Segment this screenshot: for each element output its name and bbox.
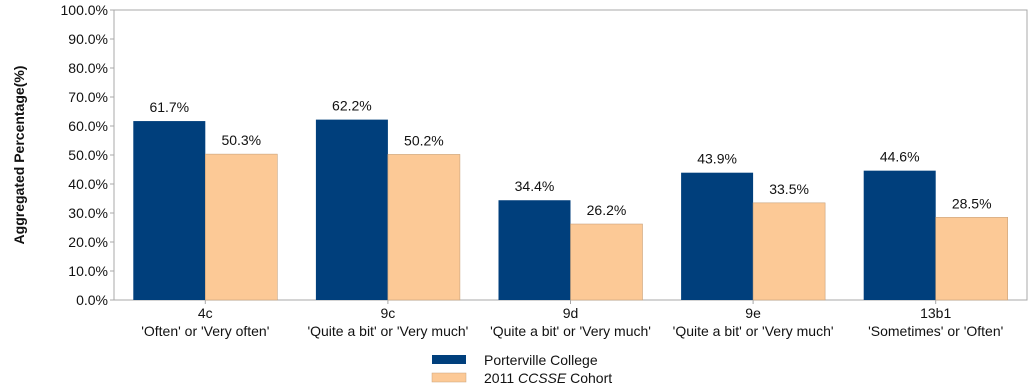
x-category-description: 'Quite a bit' or 'Very much' bbox=[490, 323, 651, 339]
y-tick-label: 70.0% bbox=[68, 89, 108, 105]
y-tick-label: 10.0% bbox=[68, 263, 108, 279]
y-tick-label: 30.0% bbox=[68, 205, 108, 221]
x-category-description: 'Often' or 'Very often' bbox=[141, 323, 269, 339]
bar-cohort bbox=[570, 223, 643, 301]
bar-porterville bbox=[681, 172, 754, 300]
legend-label-cohort-italic: CCSSE bbox=[518, 370, 567, 386]
y-axis-title: Aggregated Percentage(%) bbox=[11, 66, 27, 245]
data-label: 50.2% bbox=[404, 132, 444, 148]
y-tick-label: 40.0% bbox=[68, 176, 108, 192]
bar-cohort bbox=[752, 202, 826, 301]
legend: Porterville College 2011 CCSSE Cohort bbox=[431, 352, 612, 386]
y-tick-label: 90.0% bbox=[68, 31, 108, 47]
data-label: 61.7% bbox=[149, 99, 189, 115]
x-category-code: 9e bbox=[745, 305, 761, 321]
y-tick-label: 20.0% bbox=[68, 234, 108, 250]
legend-label-cohort-suffix: Cohort bbox=[566, 370, 612, 386]
y-tick-label: 100.0% bbox=[61, 2, 108, 18]
x-axis-categories: 4c 'Often' or 'Very often' 9c 'Quite a bit'… bbox=[141, 300, 1003, 339]
legend-label-cohort: 2011 CCSSE Cohort bbox=[484, 370, 612, 386]
y-tick-label: 60.0% bbox=[68, 118, 108, 134]
data-label: 26.2% bbox=[587, 202, 627, 218]
x-category-description: 'Sometimes' or 'Often' bbox=[868, 323, 1003, 339]
y-tick-label: 50.0% bbox=[68, 147, 108, 163]
y-tick-label: 0.0% bbox=[76, 292, 108, 308]
x-category-code: 9d bbox=[563, 305, 579, 321]
bar-porterville bbox=[133, 121, 206, 300]
legend-label-cohort-prefix: 2011 bbox=[484, 370, 518, 386]
bar-cohort bbox=[935, 217, 1009, 301]
bar-porterville bbox=[863, 170, 936, 300]
legend-label-porterville: Porterville College bbox=[484, 352, 598, 368]
data-labels-group: 61.7% 50.3% 62.2% 50.2% 34.4% 26.2% 43.9% 33.5%… bbox=[149, 98, 991, 218]
bar-porterville bbox=[315, 119, 388, 301]
data-label: 43.9% bbox=[697, 151, 737, 167]
data-label: 34.4% bbox=[515, 178, 555, 194]
legend-swatch-porterville bbox=[432, 355, 466, 364]
data-label: 50.3% bbox=[221, 132, 261, 148]
x-category-description: 'Quite a bit' or 'Very much' bbox=[673, 323, 834, 339]
data-label: 44.6% bbox=[880, 149, 920, 165]
y-tick-label: 80.0% bbox=[68, 60, 108, 76]
y-axis-ticks: 0.0% 10.0% 20.0% 30.0% 40.0% 50.0% 60.0% 70.0% 8… bbox=[61, 2, 114, 308]
data-label: 28.5% bbox=[952, 195, 992, 211]
legend-swatch-cohort bbox=[431, 372, 467, 383]
x-category-description: 'Quite a bit' or 'Very much' bbox=[307, 323, 468, 339]
bar-cohort bbox=[387, 154, 461, 301]
x-category-code: 9c bbox=[381, 305, 396, 321]
bars-group bbox=[133, 119, 1009, 301]
x-category-code: 13b1 bbox=[920, 305, 951, 321]
data-label: 62.2% bbox=[332, 98, 372, 114]
bar-cohort bbox=[205, 153, 278, 301]
data-label: 33.5% bbox=[769, 181, 809, 197]
x-category-code: 4c bbox=[198, 305, 213, 321]
bar-porterville bbox=[498, 200, 571, 300]
